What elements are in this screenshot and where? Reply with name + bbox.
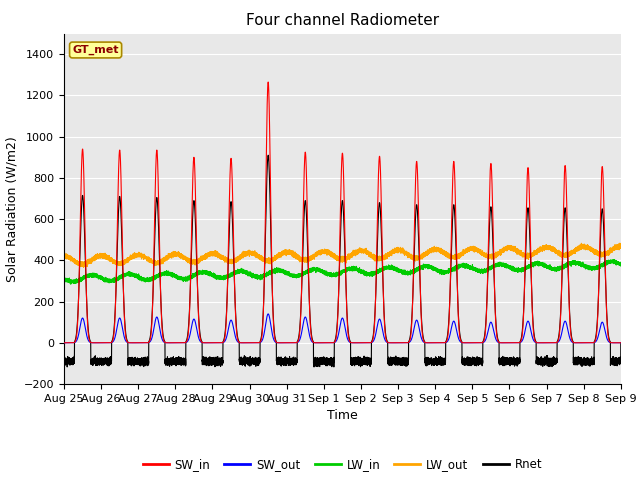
Text: GT_met: GT_met — [72, 45, 119, 55]
Legend: SW_in, SW_out, LW_in, LW_out, Rnet: SW_in, SW_out, LW_in, LW_out, Rnet — [138, 453, 547, 475]
Title: Four channel Radiometer: Four channel Radiometer — [246, 13, 439, 28]
X-axis label: Time: Time — [327, 409, 358, 422]
Y-axis label: Solar Radiation (W/m2): Solar Radiation (W/m2) — [5, 136, 18, 282]
